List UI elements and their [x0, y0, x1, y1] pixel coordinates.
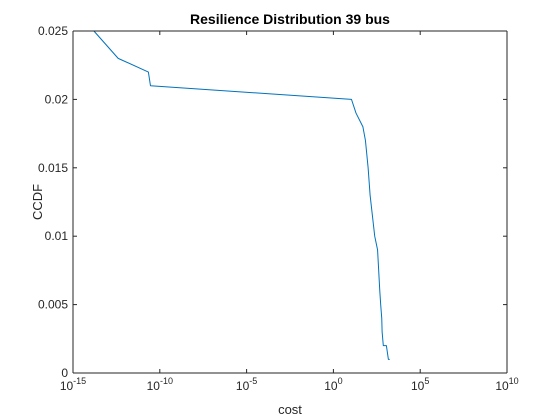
- y-axis-label: CCDF: [30, 184, 45, 220]
- y-tick-label: 0.015: [38, 161, 68, 175]
- series-line-0: [93, 30, 390, 360]
- x-tick-label-exponent: -5: [249, 376, 257, 386]
- plot-area: [73, 31, 507, 373]
- x-tick-label-base: 10: [324, 379, 338, 393]
- x-tick-label-base: 10: [495, 379, 509, 393]
- x-tick-label: 1010: [495, 376, 518, 393]
- x-tick-label-exponent: 10: [509, 376, 519, 386]
- x-tick-label: 10-10: [147, 376, 173, 393]
- y-tick-label: 0.02: [45, 92, 69, 106]
- x-tick-label-exponent: 5: [424, 376, 429, 386]
- x-tick-label-base: 10: [411, 379, 425, 393]
- x-tick-label: 10-15: [60, 376, 86, 393]
- x-tick-label-exponent: 0: [338, 376, 343, 386]
- y-tick-label: 0.025: [38, 24, 68, 38]
- x-tick-label: 10-5: [236, 376, 257, 393]
- x-tick-label-base: 10: [147, 379, 161, 393]
- chart-title: Resilience Distribution 39 bus: [190, 11, 390, 27]
- y-tick-label: 0.005: [38, 298, 68, 312]
- y-axis-ticks: 0 0.005 0.01 0.015 0.02 0.025: [38, 24, 507, 380]
- axes-layer: [72, 30, 508, 374]
- x-tick-label-exponent: -15: [73, 376, 86, 386]
- x-axis-ticks: 10-15 10-10 10-5 100 105 1010: [60, 31, 519, 393]
- y-tick-label: 0: [61, 366, 68, 380]
- x-tick-label: 100: [324, 376, 342, 393]
- x-tick-label: 105: [411, 376, 429, 393]
- x-tick-label-base: 10: [236, 379, 250, 393]
- x-axis-label: cost: [278, 402, 302, 417]
- x-tick-label-base: 10: [60, 379, 74, 393]
- series-layer: [93, 30, 390, 360]
- y-tick-label: 0.01: [45, 229, 69, 243]
- x-tick-label-exponent: -10: [160, 376, 173, 386]
